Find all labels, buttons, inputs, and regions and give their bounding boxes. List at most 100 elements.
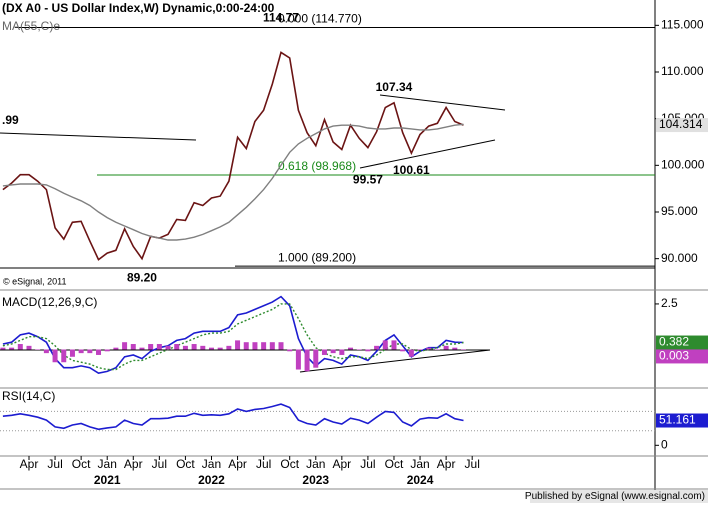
x-tick-label: Jan — [410, 457, 429, 471]
last-value-label: 51.161 — [659, 413, 696, 427]
histogram-bar — [304, 349, 310, 372]
x-tick-label: Jul — [360, 457, 375, 471]
histogram-bar — [330, 349, 336, 354]
histogram-bar — [156, 344, 162, 350]
histogram-bar — [139, 347, 145, 350]
histogram-bar — [217, 347, 223, 350]
series-line — [2, 123, 464, 241]
plot: 90.00095.000100.000105.000110.000115.000… — [0, 11, 708, 487]
histogram-bar — [17, 344, 23, 350]
histogram-bar — [426, 347, 432, 350]
trend-line — [359, 139, 496, 169]
histogram-bar — [461, 349, 466, 350]
pane-title: RSI(14,C) — [2, 389, 55, 403]
y-tick-label: 0 — [661, 437, 668, 451]
histogram-bar — [26, 345, 32, 350]
annotation: .99 — [2, 113, 19, 127]
histogram-bar — [243, 342, 249, 350]
x-year-label: 2024 — [407, 473, 434, 487]
annotation: 89.20 — [127, 270, 157, 284]
legend-entry: MA(55,C)e — [2, 19, 60, 33]
histogram-bar — [78, 349, 84, 354]
trend-line — [299, 349, 491, 373]
series-line — [2, 403, 464, 431]
x-tick-label: Jan — [202, 457, 221, 471]
histogram-bar — [339, 349, 345, 355]
histogram-bar — [87, 349, 93, 354]
histogram-bar — [278, 342, 284, 350]
histogram-bar — [9, 347, 15, 350]
x-tick-label: Apr — [228, 457, 247, 471]
histogram-bar — [226, 345, 232, 350]
x-year-label: 2021 — [94, 473, 121, 487]
histogram-bar — [261, 342, 267, 350]
histogram-bar — [313, 349, 319, 368]
histogram-bar — [182, 345, 188, 350]
level-label: 0.618 (98.968) — [278, 159, 356, 173]
x-tick-label: Oct — [72, 457, 91, 471]
x-tick-label: Jan — [306, 457, 325, 471]
histogram-bar — [252, 342, 258, 350]
histogram-bar — [69, 349, 75, 357]
last-value-label: 0.003 — [659, 349, 689, 363]
series-line — [2, 295, 464, 375]
histogram-bar — [417, 349, 423, 350]
x-tick-label: Jul — [152, 457, 167, 471]
annotation: 100.61 — [393, 163, 430, 177]
watermark: © eSignal, 2011 — [3, 276, 67, 286]
series-line — [2, 51, 464, 261]
footer-box — [530, 490, 708, 503]
annotation: 99.57 — [353, 173, 383, 187]
histogram-bar — [287, 349, 293, 352]
histogram-bar — [61, 349, 67, 363]
y-tick-label: 110.000 — [661, 64, 704, 78]
histogram-bar — [43, 349, 49, 354]
histogram-bar — [295, 349, 301, 370]
y-tick-label: 95.000 — [661, 204, 698, 218]
histogram-bar — [356, 349, 362, 350]
x-tick-label: Oct — [385, 457, 404, 471]
histogram-bar — [104, 349, 110, 352]
histogram-bar — [122, 342, 128, 350]
histogram-bar — [148, 344, 154, 350]
histogram-bar — [408, 349, 414, 357]
histogram-bar — [96, 349, 102, 355]
y-tick-label: 2.5 — [661, 296, 678, 310]
histogram-bar — [269, 342, 275, 350]
trend-line — [0, 132, 197, 141]
histogram-bar — [113, 347, 119, 350]
chart-title: (DX A0 - US Dollar Index,W) Dynamic,0:00… — [2, 1, 275, 15]
histogram-bar — [235, 340, 241, 350]
histogram-bar — [35, 349, 41, 350]
histogram-bar — [400, 349, 406, 352]
histogram-bar — [382, 340, 388, 350]
histogram-bar — [365, 349, 371, 352]
histogram-bar — [452, 347, 458, 350]
histogram-bar — [52, 349, 58, 363]
last-value-box — [656, 413, 708, 428]
y-tick-label: 90.000 — [661, 251, 698, 265]
last-value-box — [656, 349, 708, 364]
x-tick-label: Apr — [124, 457, 143, 471]
last-value-box — [656, 335, 708, 350]
level-label: 1.000 (89.200) — [278, 250, 356, 264]
x-tick-label: Jul — [47, 457, 62, 471]
histogram-bar — [130, 344, 136, 350]
histogram-bar — [191, 344, 197, 350]
level-label: 0.000 (114.770) — [278, 12, 362, 26]
last-value-box — [656, 118, 708, 133]
x-year-label: 2023 — [302, 473, 329, 487]
histogram-bar — [374, 345, 380, 350]
histogram-bar — [174, 344, 180, 350]
last-value-label: 104.314 — [659, 117, 703, 131]
histogram-bar — [321, 349, 327, 355]
x-tick-label: Oct — [280, 457, 299, 471]
x-tick-label: Jan — [98, 457, 117, 471]
y-tick-label: 115.000 — [661, 18, 704, 32]
annotation: 114.77 — [263, 11, 299, 25]
x-year-label: 2022 — [198, 473, 225, 487]
histogram-bar — [208, 347, 214, 350]
histogram-bar — [165, 345, 171, 350]
footer: Published by eSignal (www.esignal.com) — [525, 491, 705, 502]
